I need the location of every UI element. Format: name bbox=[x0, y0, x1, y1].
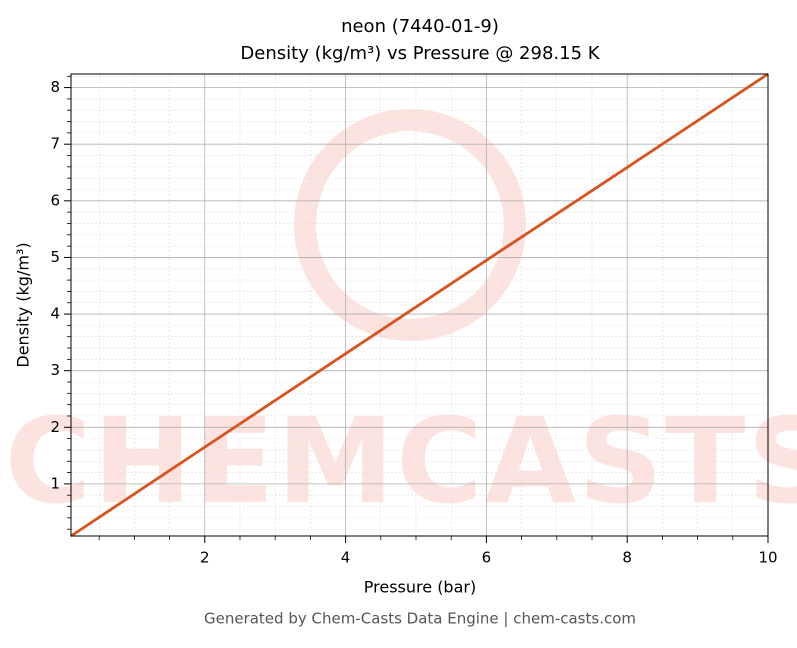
plot-underlay: CHEMCASTS bbox=[5, 74, 797, 536]
x-tick-label: 8 bbox=[622, 549, 632, 567]
x-tick-label: 2 bbox=[200, 549, 210, 567]
y-axis-label: Density (kg/m³) bbox=[14, 242, 33, 367]
y-tick-label: 4 bbox=[50, 305, 60, 323]
x-tick-label: 4 bbox=[341, 549, 351, 567]
chart-subtitle: Density (kg/m³) vs Pressure @ 298.15 K bbox=[240, 43, 600, 64]
y-tick-label: 2 bbox=[50, 418, 60, 436]
y-tick-label: 3 bbox=[50, 361, 60, 379]
watermark-ring bbox=[294, 109, 526, 341]
footer: Generated by Chem-Casts Data Engine | ch… bbox=[204, 610, 636, 628]
y-tick-label: 8 bbox=[50, 78, 60, 96]
y-tick-label: 6 bbox=[50, 191, 60, 209]
chart-title: neon (7440-01-9) bbox=[341, 16, 499, 37]
data-line bbox=[70, 72, 769, 538]
y-tick-label: 1 bbox=[50, 474, 60, 492]
x-tick-label: 10 bbox=[758, 549, 777, 567]
y-tick-label: 7 bbox=[50, 135, 60, 153]
x-axis-label: Pressure (bar) bbox=[364, 578, 476, 597]
plot-frame bbox=[70, 73, 769, 537]
x-tick-label: 6 bbox=[482, 549, 492, 567]
y-tick-label: 5 bbox=[50, 248, 60, 266]
